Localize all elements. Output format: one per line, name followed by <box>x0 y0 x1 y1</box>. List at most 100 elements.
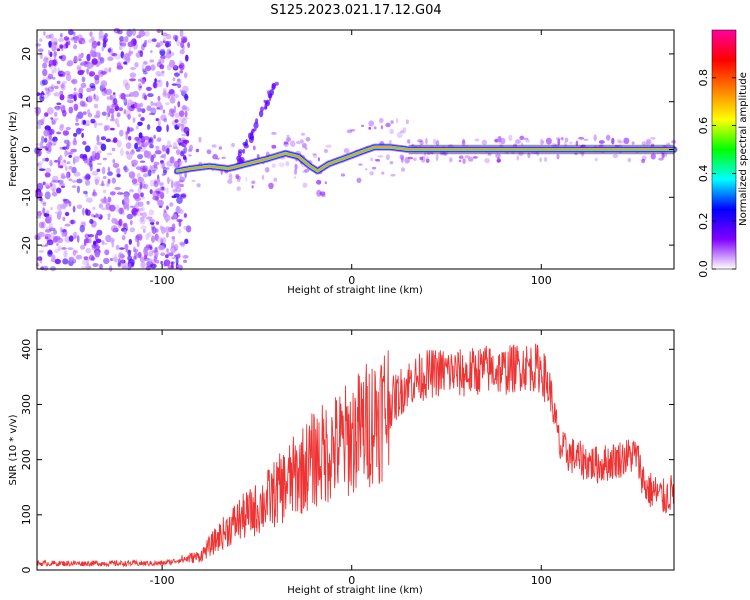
spectrogram-blob <box>195 148 200 153</box>
spectrogram-blob <box>90 44 98 49</box>
spectrogram-blob <box>47 107 54 115</box>
spectrogram-blob <box>236 186 241 191</box>
spectrogram-blob <box>44 236 49 240</box>
spectrogram-blob <box>114 118 119 125</box>
spectrogram-blob <box>72 31 76 36</box>
spectrogram-blob <box>101 200 109 204</box>
spectrogram-blob <box>182 154 187 160</box>
spectrogram-blob <box>153 249 159 257</box>
spectrogram-blob <box>139 165 146 173</box>
spectrogram-blob <box>117 29 123 35</box>
spectrogram-blob <box>182 85 189 93</box>
spectrogram-blob <box>109 108 115 114</box>
spectrogram-blob <box>180 194 187 199</box>
spectrogram-blob <box>426 155 429 159</box>
spectrogram-blob <box>82 111 87 115</box>
spectrogram-blob <box>166 187 169 194</box>
spectrogram-blob <box>183 225 188 230</box>
spectrogram-blob <box>631 141 635 145</box>
spectrogram-blob <box>188 154 192 157</box>
spectrogram-blob <box>51 254 56 262</box>
spectrogram-blob <box>110 127 115 131</box>
spectrogram-blob <box>252 128 257 132</box>
spectrogram-blob <box>157 118 161 127</box>
spectrogram-blob <box>81 76 86 83</box>
spectrogram-blob <box>91 170 99 176</box>
spectrogram-blob <box>93 94 99 102</box>
spectrogram-blob <box>128 136 132 141</box>
spectrogram-blob <box>102 157 108 161</box>
spectrogram-blob <box>124 243 129 251</box>
spectrogram-blob <box>52 76 56 80</box>
spectrogram-blob <box>370 157 374 162</box>
spectrogram-blob <box>184 93 189 101</box>
spectrogram-blob <box>48 128 55 135</box>
spectrogram-blob <box>118 218 123 227</box>
spectrogram-blob <box>66 62 73 67</box>
spectrogram-blob <box>73 39 78 44</box>
spectrogram-blob <box>103 257 110 265</box>
spectrogram-blob <box>100 143 107 151</box>
spectrogram-blob <box>58 55 63 59</box>
spectrogram-blob <box>166 124 169 133</box>
spectrogram-blob <box>268 94 272 102</box>
spectrogram-blob <box>251 180 256 185</box>
spectrogram-blob <box>107 217 110 220</box>
spectrogram-blob <box>131 207 138 216</box>
spectrogram-blob <box>390 120 394 124</box>
spectrogram-blob <box>90 213 95 217</box>
spectrogram-blob <box>50 207 53 210</box>
spectrogram-blob <box>124 165 128 173</box>
spectrogram-blob <box>159 182 164 186</box>
spectrogram-blob <box>481 139 487 145</box>
spectrogram-blob <box>156 125 162 132</box>
spectrogram-blob <box>81 221 86 225</box>
spectrogram-blob <box>146 200 150 205</box>
spectrogram-blob <box>160 252 166 256</box>
spectrogram-blob <box>139 50 144 58</box>
spectrogram-blob <box>92 206 96 210</box>
spectrogram-blob <box>73 171 81 177</box>
spectrogram-blob <box>89 156 93 163</box>
spectrogram-blob <box>140 117 145 121</box>
spectrogram-blob <box>50 138 56 142</box>
spectrogram-blob <box>73 103 79 112</box>
spectrogram-blob <box>62 130 69 136</box>
spectrogram-blob <box>155 228 159 233</box>
y-tick-label: 300 <box>20 394 33 415</box>
spectrogram-blob <box>38 161 43 166</box>
spectrogram-blob <box>127 41 134 48</box>
spectrogram-blob <box>258 110 264 118</box>
spectrogram-blob <box>166 232 169 238</box>
spectrogram-blob <box>425 137 428 145</box>
spectrogram-blob <box>62 258 69 265</box>
spectrogram-blob <box>76 185 80 194</box>
spectrogram-ridge <box>173 143 678 175</box>
spectrogram-blob <box>56 131 62 135</box>
spectrogram-blob <box>80 82 87 88</box>
spectrogram-blob <box>89 87 96 91</box>
spectrogram-blob <box>523 137 529 140</box>
spectrogram-blob <box>54 258 61 265</box>
spectrogram-blob <box>173 160 179 169</box>
spectrogram-blob <box>271 163 276 168</box>
spectrogram-blob <box>41 221 46 229</box>
spectrogram-blob <box>358 163 363 166</box>
spectrogram-blob <box>116 173 121 178</box>
spectrogram-blob <box>53 85 59 90</box>
spectrogram-blob <box>136 149 141 152</box>
spectrogram-blob <box>48 33 54 39</box>
spectrogram-blob <box>143 61 148 65</box>
spectrogram-blob <box>119 93 125 100</box>
spectrogram-blob <box>138 30 146 37</box>
spectrogram-blob <box>140 225 147 230</box>
spectrogram-blob <box>56 242 59 247</box>
spectrogram-blob <box>159 64 165 70</box>
spectrogram-blob <box>368 126 372 130</box>
spectrogram-blob <box>139 145 146 153</box>
spectrogram-blob <box>86 197 93 203</box>
spectrogram-blob <box>211 144 217 148</box>
spectrogram-blob <box>141 108 146 114</box>
spectrogram-blob <box>42 68 48 77</box>
